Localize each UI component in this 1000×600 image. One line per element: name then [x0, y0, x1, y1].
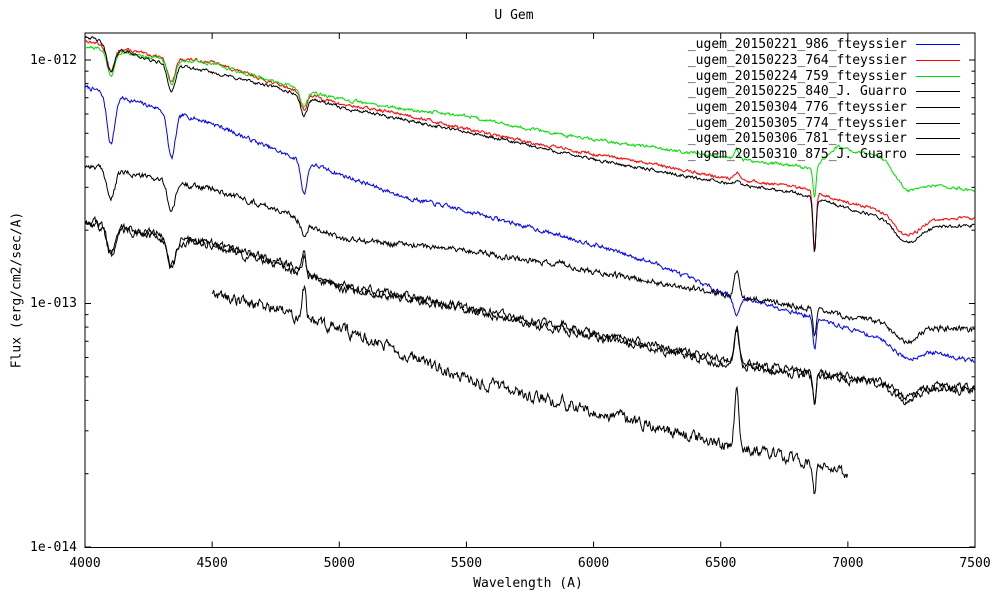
legend-line-sample: [916, 107, 960, 109]
spectrum-curve-2: [85, 39, 975, 251]
spectrum-curve-4: [85, 35, 975, 253]
spectrum-curve-6: [85, 215, 975, 406]
y-axis-label: Flux (erg/cm2/sec/A): [9, 211, 25, 369]
legend-item: _ugem_20150305_774_fteyssier: [688, 115, 960, 131]
legend: _ugem_20150221_986_fteyssier _ugem_201502…: [688, 37, 960, 163]
legend-label: _ugem_20150221_986_fteyssier: [687, 37, 907, 53]
x-tick-label: 7000: [832, 556, 864, 571]
spectrum-curve-7: [85, 219, 975, 406]
legend-item: _ugem_20150304_776_fteyssier: [688, 100, 960, 116]
x-tick-label: 4500: [196, 556, 228, 571]
legend-label: _ugem_20150306_781_fteyssier: [687, 131, 907, 147]
y-tick-label: 1e-013: [30, 296, 77, 311]
legend-item: _ugem_20150310_875_J. Guarro: [688, 147, 960, 163]
legend-line-sample: [916, 154, 960, 156]
legend-label: _ugem_20150304_776_fteyssier: [687, 100, 907, 116]
legend-label: _ugem_20150305_774_fteyssier: [687, 115, 907, 131]
x-axis-label: Wavelength (A): [473, 576, 583, 591]
legend-line-sample: [916, 138, 960, 140]
legend-line-sample: [916, 75, 960, 77]
y-tick-label: 1e-012: [30, 52, 77, 68]
legend-label: _ugem_20150223_764_fteyssier: [687, 53, 907, 69]
plot-border: [84, 32, 976, 548]
y-tick-label: 1e-014: [30, 539, 77, 555]
legend-item: _ugem_20150225_840_J. Guarro: [688, 84, 960, 100]
x-tick-label: 5500: [450, 556, 483, 571]
legend-item: _ugem_20150221_986_fteyssier: [688, 37, 960, 53]
x-tick-label: 4000: [69, 556, 101, 571]
legend-item: _ugem_20150224_759_fteyssier: [688, 68, 960, 84]
legend-label: _ugem_20150224_759_fteyssier: [687, 68, 907, 84]
x-tick-label: 6000: [577, 556, 610, 571]
spectrum-curve-3: [85, 45, 975, 198]
legend-line-sample: [916, 91, 960, 93]
legend-label: _ugem_20150225_840_J. Guarro: [687, 84, 907, 100]
spectrum-curve-5: [85, 163, 975, 345]
legend-line-sample: [916, 122, 960, 124]
spectrum-curve-8: [211, 284, 849, 495]
x-tick-label: 7500: [959, 556, 991, 571]
legend-line-sample: [916, 60, 960, 62]
legend-label: _ugem_20150310_875_J. Guarro: [687, 147, 907, 163]
legend-item: _ugem_20150306_781_fteyssier: [688, 131, 960, 147]
x-tick-label: 5000: [323, 556, 355, 571]
x-tick-label: 6500: [705, 556, 737, 571]
plot-title: U Gem: [494, 8, 534, 23]
spectrum-curve-1: [85, 84, 975, 363]
legend-item: _ugem_20150223_764_fteyssier: [688, 53, 960, 69]
legend-line-sample: [916, 44, 960, 46]
